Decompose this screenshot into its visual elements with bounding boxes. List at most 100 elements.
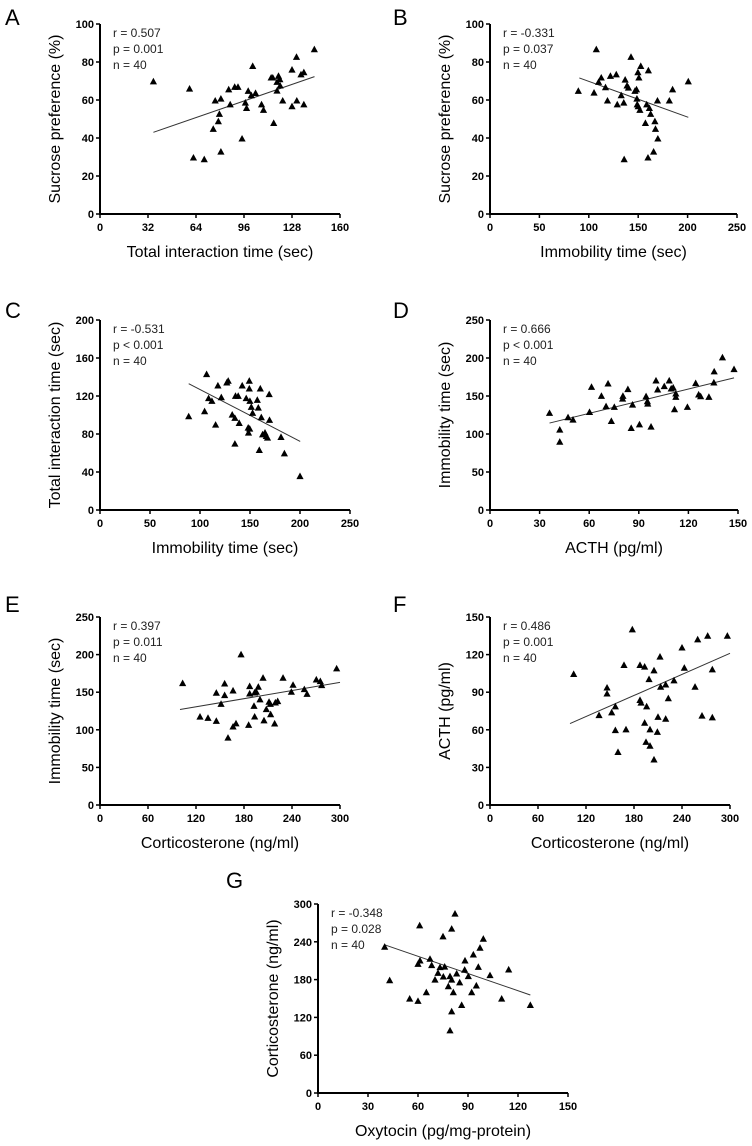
data-point-triangle [212,717,220,724]
data-point-triangle [310,45,318,53]
data-point-triangle [288,102,296,110]
data-point-triangle [545,409,554,416]
data-point-triangle [254,683,262,690]
data-point-triangle [224,377,232,384]
x-tick-label: 150 [241,518,259,530]
data-point-triangle [476,944,484,951]
y-axis-label: Sucrose preference (%) [47,35,64,204]
x-tick-label: 0 [97,813,103,825]
data-point-triangle [247,91,255,99]
data-point-triangle [232,719,240,727]
data-point-triangle [526,1001,534,1008]
data-point-triangle [645,675,653,683]
data-point-triangle [255,446,263,454]
panel-e: E 0 60 120 180 240 300 0 50 100 150 200 250 Corticost… [5,592,349,852]
data-point-triangle [650,148,658,155]
data-point-triangle [646,742,654,749]
data-point-triangle [265,416,274,423]
data-point-triangle [464,972,472,980]
data-point-triangle [665,376,673,384]
data-point-triangle [274,697,282,705]
y-axis-label: Corticosterone (ng/ml) [265,919,282,1077]
data-point-triangle [242,104,251,111]
y-tick-label: 20 [472,171,484,183]
x-tick-label: 180 [235,813,253,825]
data-point-triangle [585,408,594,415]
data-point-triangle [710,367,718,375]
data-point-triangle [200,155,208,163]
data-point-triangle [224,734,232,741]
data-point-triangle [416,921,424,929]
data-point-triangle [651,125,660,132]
data-point-triangle [234,83,242,90]
data-point-triangle [652,376,660,384]
y-tick-label: 100 [76,19,94,31]
data-point-triangle [263,434,272,441]
y-tick-label: 180 [294,975,312,987]
data-point-triangle [254,403,262,411]
data-point-triangle [300,68,308,76]
data-point-triangle [498,995,506,1002]
data-point-triangle [574,87,582,94]
stat-text: n = 40 [503,651,537,665]
data-point-triangle [257,413,265,421]
panel-f: F 0 60 120 180 240 300 0 30 60 90 120 150 Corticoster… [393,592,739,852]
data-point-triangle [637,62,645,69]
data-point-triangle [204,714,212,721]
y-tick-label: 0 [88,800,94,812]
data-point-triangle [422,988,430,996]
data-point-triangle [634,68,642,76]
data-point-triangle [569,416,577,423]
data-point-triangle [642,738,650,745]
x-axis-label: ACTH (pg/ml) [565,540,663,557]
y-tick-label: 150 [76,687,94,699]
y-tick-label: 40 [82,133,94,145]
y-tick-label: 0 [88,209,94,221]
data-point-triangle [211,96,219,104]
data-point-triangle [657,683,665,690]
y-axis-label: Total interaction time (sec) [47,322,64,509]
data-point-triangle [594,78,603,85]
panel-letter: C [5,298,21,323]
data-point-triangle [730,365,738,373]
data-point-triangle [441,963,449,970]
data-point-triangle [256,384,264,392]
data-point-triangle [698,712,706,719]
data-point-triangle [672,389,680,397]
y-tick-label: 80 [472,57,484,69]
data-point-triangle [242,394,250,402]
data-point-triangle [587,383,596,390]
data-point-triangle [650,666,658,674]
x-tick-label: 250 [728,222,746,234]
data-point-triangle [619,392,627,399]
y-tick-label: 0 [478,209,484,221]
data-point-triangle [597,73,605,81]
x-tick-label: 300 [331,813,349,825]
data-point-triangle [300,685,308,693]
data-point-triangle [185,84,194,92]
stat-text: n = 40 [113,651,147,665]
y-tick-label: 250 [76,612,94,624]
data-point-triangle [333,664,341,672]
data-point-triangle [628,625,636,633]
panel-a: A 0 32 64 96 128 160 0 20 40 60 80 100 Total interact… [5,5,349,261]
data-point-triangle [259,674,267,681]
stat-text: p = 0.028 [331,922,382,936]
data-point-triangle [678,643,686,651]
data-point-triangle [252,688,260,695]
data-point-triangle [613,100,621,108]
data-point-triangle [644,399,652,407]
data-point-triangle [256,695,264,703]
data-point-triangle [292,53,301,60]
data-point-triangle [237,650,245,658]
data-point-triangle [608,708,616,716]
y-tick-label: 250 [466,315,484,327]
data-point-triangle [434,969,442,976]
stat-text: n = 40 [113,58,147,72]
stat-text: n = 40 [113,354,147,368]
data-point-triangle [635,420,644,428]
data-point-triangle [448,975,456,983]
data-point-triangle [632,85,641,93]
data-point-triangle [617,91,625,99]
